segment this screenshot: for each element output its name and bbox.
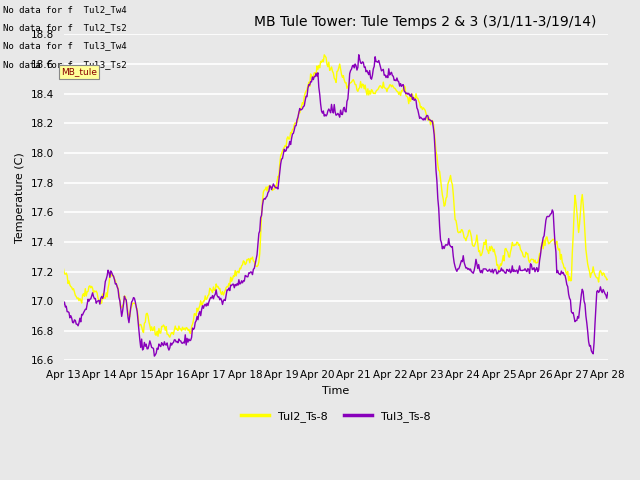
Text: No data for f  Tul2_Ts2: No data for f Tul2_Ts2 xyxy=(3,23,127,32)
Tul2_Ts-8 xyxy=(166,335,173,340)
Text: No data for f  Tul2_Tw4: No data for f Tul2_Tw4 xyxy=(3,5,127,14)
Tul3_Ts-8 xyxy=(307,79,314,84)
Line: Tul2_Ts-8: Tul2_Ts-8 xyxy=(63,55,608,337)
Tul3_Ts-8 xyxy=(425,117,433,123)
Y-axis label: Temperature (C): Temperature (C) xyxy=(15,152,25,243)
X-axis label: Time: Time xyxy=(322,386,349,396)
Tul2_Ts-8 xyxy=(382,85,390,91)
Line: Tul3_Ts-8: Tul3_Ts-8 xyxy=(63,55,608,356)
Tul2_Ts-8 xyxy=(425,114,433,120)
Tul2_Ts-8 xyxy=(156,330,164,336)
Tul2_Ts-8 xyxy=(60,266,67,272)
Legend: Tul2_Ts-8, Tul3_Ts-8: Tul2_Ts-8, Tul3_Ts-8 xyxy=(236,407,435,427)
Tul3_Ts-8 xyxy=(157,344,164,349)
Tul3_Ts-8 xyxy=(355,52,363,58)
Tul3_Ts-8 xyxy=(604,289,612,295)
Tul2_Ts-8 xyxy=(200,298,208,304)
Text: No data for f  Tul3_Tw4: No data for f Tul3_Tw4 xyxy=(3,41,127,50)
Tul3_Ts-8 xyxy=(200,302,208,308)
Text: MB Tule Tower: Tule Temps 2 & 3 (3/1/11-3/19/14): MB Tule Tower: Tule Temps 2 & 3 (3/1/11-… xyxy=(255,15,597,29)
Text: MB_tule: MB_tule xyxy=(61,67,97,76)
Tul3_Ts-8 xyxy=(382,74,390,80)
Tul2_Ts-8 xyxy=(604,276,612,282)
Tul2_Ts-8 xyxy=(471,241,479,247)
Tul3_Ts-8 xyxy=(471,263,479,269)
Tul2_Ts-8 xyxy=(307,71,314,77)
Text: No data for f  Tul3_Ts2: No data for f Tul3_Ts2 xyxy=(3,60,127,69)
Tul2_Ts-8 xyxy=(321,52,328,58)
Tul3_Ts-8 xyxy=(60,302,67,308)
Tul3_Ts-8 xyxy=(150,353,158,359)
